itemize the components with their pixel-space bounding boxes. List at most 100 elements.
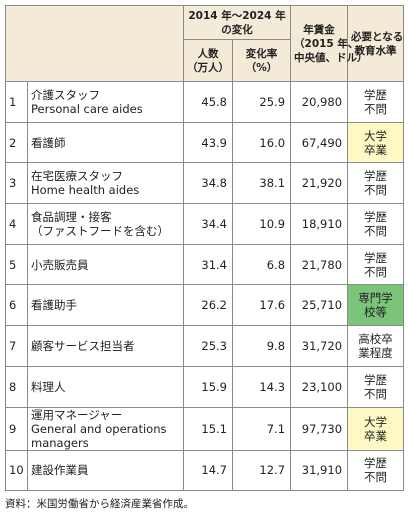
education-cell: 学歴 不問 — [347, 203, 405, 245]
occupation-cell: 建設作業員 — [27, 449, 184, 492]
occupation-cell: 介護スタッフ Personal care aides — [27, 81, 184, 123]
rate-cell: 9.8 — [231, 325, 292, 367]
header-text: の変化 — [221, 23, 253, 36]
wage-cell: 21,920 — [290, 162, 349, 205]
row-number: 9 — [5, 406, 28, 451]
count-cell: 34.8 — [183, 162, 233, 205]
education-cell: 大学 卒業 — [347, 406, 405, 451]
wage-cell: 97,730 — [290, 406, 349, 451]
education-text: 不問 — [364, 386, 388, 401]
wage-cell: 67,490 — [290, 121, 349, 164]
education-text: 校等 — [364, 305, 388, 320]
education-text: 不問 — [364, 101, 388, 116]
occupation-cell: 小売販売員 — [27, 243, 184, 286]
row-number: 7 — [5, 325, 28, 367]
education-text: 高校卒 — [358, 331, 393, 346]
count-cell: 15.1 — [183, 406, 233, 451]
rate-cell: 10.9 — [231, 203, 292, 245]
occupation-text: Personal care aides — [31, 101, 143, 116]
table-row: 1 介護スタッフ Personal care aides 45.8 25.9 20,980… — [5, 81, 405, 123]
header-text: 2014 年〜2024 年 — [188, 9, 286, 22]
header-text: （2015 年、 — [294, 37, 359, 50]
education-cell: 学歴 不問 — [347, 162, 405, 205]
wage-cell: 18,910 — [290, 203, 349, 245]
education-text: 卒業 — [364, 428, 388, 443]
occupation-text: 顧客サービス担当者 — [31, 338, 135, 353]
rate-cell: 17.6 — [231, 284, 292, 327]
row-number: 3 — [5, 162, 28, 205]
education-cell: 学歴 不問 — [347, 243, 405, 286]
occupation-text: 在宅医療スタッフ — [31, 169, 123, 184]
count-cell: 34.4 — [183, 203, 233, 245]
table-header: 2014 年〜2024 年の変化 年賃金 （2015 年、 中央値、ドル） 必要とな… — [5, 5, 405, 82]
table-row: 3 在宅医療スタッフ Home health aides 34.8 38.1 21,920… — [5, 162, 405, 205]
occupation-text: 看護師 — [31, 135, 66, 150]
occupation-text: 小売販売員 — [31, 257, 89, 272]
education-text: 専門学 — [358, 291, 393, 306]
rate-cell: 12.7 — [231, 449, 292, 492]
count-cell: 26.2 — [183, 284, 233, 327]
table-row: 9 運用マネージャー General and operations managers 1… — [5, 406, 405, 451]
row-number: 10 — [5, 449, 28, 492]
header-blank — [5, 5, 184, 82]
occupation-cell: 在宅医療スタッフ Home health aides — [27, 162, 184, 205]
occupation-cell: 看護師 — [27, 121, 184, 164]
rate-cell: 16.0 — [231, 121, 292, 164]
occupation-text: Home health aides — [31, 183, 140, 198]
header-text: 教育水準 — [354, 44, 397, 57]
rate-cell: 25.9 — [231, 81, 292, 123]
table-body: 1 介護スタッフ Personal care aides 45.8 25.9 20,980… — [5, 81, 405, 492]
footnote: 資料：米国労働省から経済産業省作成。 — [5, 498, 194, 510]
occupation-cell: 顧客サービス担当者 — [27, 325, 184, 367]
rate-cell: 38.1 — [231, 162, 292, 205]
row-number: 4 — [5, 203, 28, 245]
occupation-cell: 看護助手 — [27, 284, 184, 327]
education-text: 不問 — [364, 223, 388, 238]
education-text: 学歴 — [364, 209, 388, 224]
table-row: 6 看護助手 26.2 17.6 25,710 専門学 校等 — [5, 284, 405, 327]
row-number: 5 — [5, 243, 28, 286]
count-cell: 45.8 — [183, 81, 233, 123]
table-row: 2 看護師 43.9 16.0 67,490 大学 卒業 — [5, 121, 405, 164]
education-text: 大学 — [364, 128, 388, 143]
count-cell: 25.3 — [183, 325, 233, 367]
table-row: 4 食品調理・接客 （ファストフードを含む） 34.4 10.9 18,910 学歴 不問 — [5, 203, 405, 245]
wage-cell: 20,980 — [290, 81, 349, 123]
occupation-cell: 料理人 — [27, 365, 184, 408]
education-text: 学歴 — [364, 372, 388, 387]
row-number: 6 — [5, 284, 28, 327]
education-text: 不問 — [364, 183, 388, 198]
occupation-text: 料理人 — [31, 379, 66, 394]
data-table: 2014 年〜2024 年の変化 年賃金 （2015 年、 中央値、ドル） 必要とな… — [5, 5, 405, 492]
education-cell: 専門学 校等 — [347, 284, 405, 327]
header-text: 年賃金 — [303, 23, 335, 36]
table-row: 5 小売販売員 31.4 6.8 21,780 学歴 不問 — [5, 243, 405, 286]
count-cell: 15.9 — [183, 365, 233, 408]
table-row: 7 顧客サービス担当者 25.3 9.8 31,720 高校卒 業程度 — [5, 325, 405, 367]
occupation-text: 看護助手 — [31, 298, 77, 313]
count-cell: 43.9 — [183, 121, 233, 164]
occupation-cell: 食品調理・接客 （ファストフードを含む） — [27, 203, 184, 245]
header-text: （%） — [245, 61, 278, 74]
education-cell: 学歴 不問 — [347, 449, 405, 492]
rate-cell: 7.1 — [231, 406, 292, 451]
count-cell: 31.4 — [183, 243, 233, 286]
header-text: （万人） — [187, 61, 229, 74]
count-cell: 14.7 — [183, 449, 233, 492]
table-row: 10 建設作業員 14.7 12.7 31,910 学歴 不問 — [5, 449, 405, 492]
education-cell: 学歴 不問 — [347, 81, 405, 123]
occupation-text: （ファストフードを含む） — [31, 223, 169, 238]
header-period: 2014 年〜2024 年の変化 — [182, 5, 292, 40]
education-text: 学歴 — [364, 456, 388, 471]
education-text: 卒業 — [364, 142, 388, 157]
wage-cell: 23,100 — [290, 365, 349, 408]
header-rate: 変化率 （%） — [231, 39, 292, 82]
education-text: 大学 — [364, 414, 388, 429]
occupation-cell: 運用マネージャー General and operations managers — [27, 406, 184, 451]
header-text: 中央値、ドル） — [294, 51, 368, 64]
occupation-text: 建設作業員 — [31, 463, 89, 478]
education-text: 学歴 — [364, 87, 388, 102]
wage-cell: 31,910 — [290, 449, 349, 492]
occupation-text: 運用マネージャー — [31, 407, 123, 422]
